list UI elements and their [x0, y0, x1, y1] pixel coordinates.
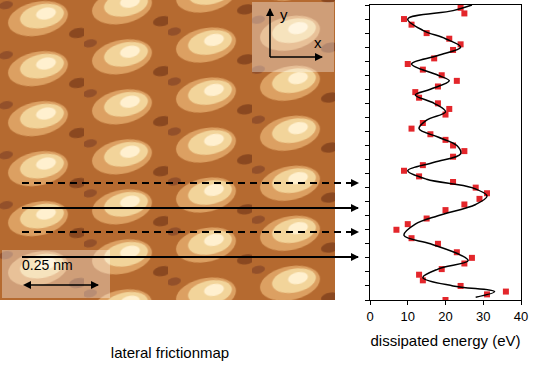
svg-text:40: 40 [514, 309, 528, 324]
svg-text:dissipated energy (eV): dissipated energy (eV) [370, 332, 520, 349]
svg-text:30: 30 [476, 309, 490, 324]
svg-text:20: 20 [438, 309, 452, 324]
svg-text:x: x [314, 34, 322, 51]
svg-text:0.25 nm: 0.25 nm [22, 257, 73, 273]
svg-text:10: 10 [401, 309, 415, 324]
svg-text:0: 0 [366, 309, 373, 324]
svg-text:y: y [280, 6, 288, 23]
html-text:lateral frictionmap: lateral frictionmap [110, 344, 230, 361]
